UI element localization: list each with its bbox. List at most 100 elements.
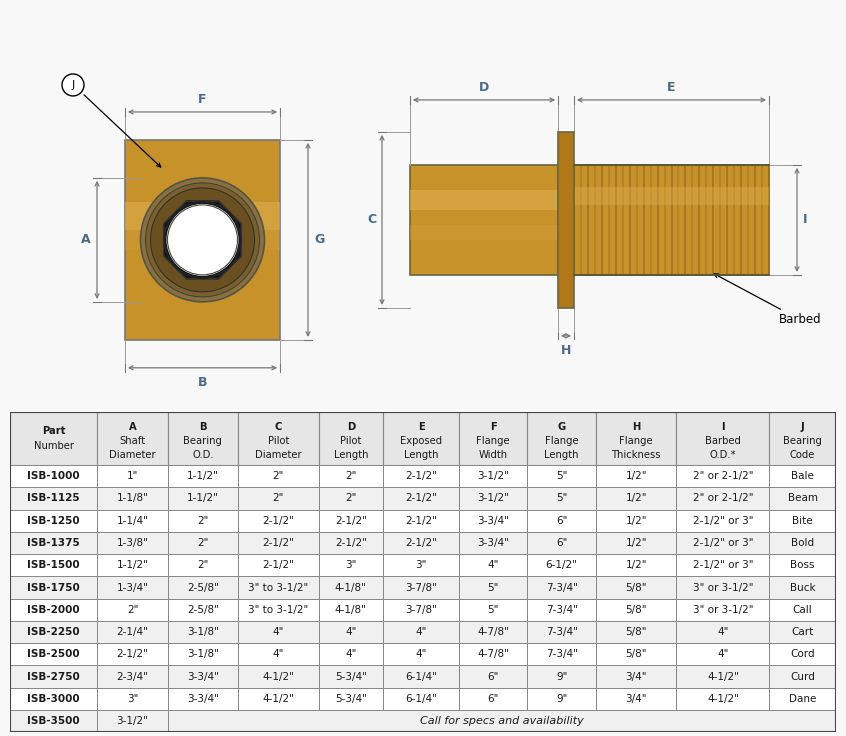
Bar: [319, 687, 383, 710]
Text: ISB-1750: ISB-1750: [27, 582, 80, 592]
Bar: [527, 509, 596, 532]
Bar: [319, 509, 383, 532]
Bar: [596, 412, 677, 465]
Text: O.D.*: O.D.*: [710, 450, 736, 461]
Text: Exposed: Exposed: [400, 436, 442, 446]
Bar: [10, 710, 97, 732]
Text: 5/8": 5/8": [625, 649, 647, 659]
Text: H: H: [632, 422, 640, 432]
Bar: [125, 140, 280, 340]
Text: 2": 2": [197, 516, 208, 526]
Text: 1-1/2": 1-1/2": [187, 471, 219, 481]
Bar: [319, 412, 383, 465]
Text: D: D: [347, 422, 355, 432]
Text: I: I: [803, 213, 807, 227]
Bar: [769, 554, 836, 576]
Bar: [596, 576, 677, 598]
Text: 5/8": 5/8": [625, 627, 647, 637]
Text: Pilot: Pilot: [340, 436, 361, 446]
Text: 6": 6": [556, 538, 568, 548]
Text: 4-1/2": 4-1/2": [262, 672, 294, 682]
Text: ISB-2250: ISB-2250: [28, 627, 80, 637]
Text: 1/2": 1/2": [625, 471, 647, 481]
Text: 3-1/2": 3-1/2": [477, 493, 509, 503]
Bar: [168, 487, 238, 509]
Bar: [459, 643, 527, 665]
Bar: [677, 576, 769, 598]
Bar: [383, 412, 459, 465]
Text: Length: Length: [333, 450, 368, 461]
Bar: [410, 225, 558, 240]
Bar: [319, 598, 383, 621]
Bar: [97, 643, 168, 665]
Text: G: G: [314, 233, 324, 247]
Text: 4": 4": [487, 560, 499, 570]
Text: 4": 4": [272, 627, 284, 637]
Text: 1-1/8": 1-1/8": [117, 493, 149, 503]
Text: 7-3/4": 7-3/4": [546, 649, 578, 659]
Text: ISB-2000: ISB-2000: [28, 605, 80, 615]
Text: 3-1/8": 3-1/8": [187, 627, 219, 637]
Text: 4": 4": [345, 627, 356, 637]
Bar: [677, 598, 769, 621]
Text: Bite: Bite: [793, 516, 813, 526]
Bar: [10, 687, 97, 710]
Circle shape: [62, 74, 84, 96]
Bar: [677, 509, 769, 532]
Text: 2-3/4": 2-3/4": [117, 672, 149, 682]
Bar: [319, 665, 383, 687]
Text: Bale: Bale: [791, 471, 814, 481]
Bar: [527, 665, 596, 687]
Bar: [769, 687, 836, 710]
Text: 2-1/2": 2-1/2": [405, 516, 437, 526]
Bar: [238, 687, 319, 710]
Bar: [168, 621, 238, 643]
Bar: [459, 687, 527, 710]
Bar: [168, 532, 238, 554]
Bar: [410, 165, 558, 275]
Text: 1/2": 1/2": [625, 516, 647, 526]
Text: F: F: [198, 93, 206, 106]
Text: Buck: Buck: [790, 582, 816, 592]
Text: Bearing: Bearing: [184, 436, 222, 446]
Bar: [238, 576, 319, 598]
Text: Beam: Beam: [788, 493, 817, 503]
Bar: [97, 576, 168, 598]
Text: 5": 5": [487, 605, 499, 615]
Bar: [319, 487, 383, 509]
Text: 1": 1": [127, 471, 138, 481]
Bar: [769, 465, 836, 487]
Bar: [10, 576, 97, 598]
Bar: [677, 643, 769, 665]
Bar: [10, 412, 97, 465]
Bar: [238, 509, 319, 532]
Bar: [383, 576, 459, 598]
Text: 3-3/4": 3-3/4": [477, 516, 509, 526]
Bar: [677, 687, 769, 710]
Text: 4-7/8": 4-7/8": [477, 627, 509, 637]
Text: 6-1/2": 6-1/2": [546, 560, 578, 570]
Bar: [10, 465, 97, 487]
Bar: [527, 487, 596, 509]
Bar: [10, 487, 97, 509]
Text: Length: Length: [404, 450, 438, 461]
Text: 7-3/4": 7-3/4": [546, 605, 578, 615]
Text: 4-1/2": 4-1/2": [707, 672, 739, 682]
Bar: [168, 509, 238, 532]
Text: Call for specs and availability: Call for specs and availability: [420, 716, 584, 726]
Text: A: A: [129, 422, 136, 432]
Text: Bold: Bold: [791, 538, 814, 548]
Bar: [596, 509, 677, 532]
Text: Curd: Curd: [790, 672, 815, 682]
Text: 2-5/8": 2-5/8": [187, 582, 219, 592]
Bar: [383, 621, 459, 643]
Text: ISB-3000: ISB-3000: [28, 694, 80, 704]
Text: Flange: Flange: [619, 436, 653, 446]
Circle shape: [146, 183, 260, 297]
Bar: [97, 665, 168, 687]
Text: Flange: Flange: [476, 436, 510, 446]
Text: 2-1/2": 2-1/2": [335, 516, 367, 526]
Text: Diameter: Diameter: [109, 450, 156, 461]
Text: 4-1/8": 4-1/8": [335, 582, 367, 592]
Polygon shape: [163, 201, 241, 279]
